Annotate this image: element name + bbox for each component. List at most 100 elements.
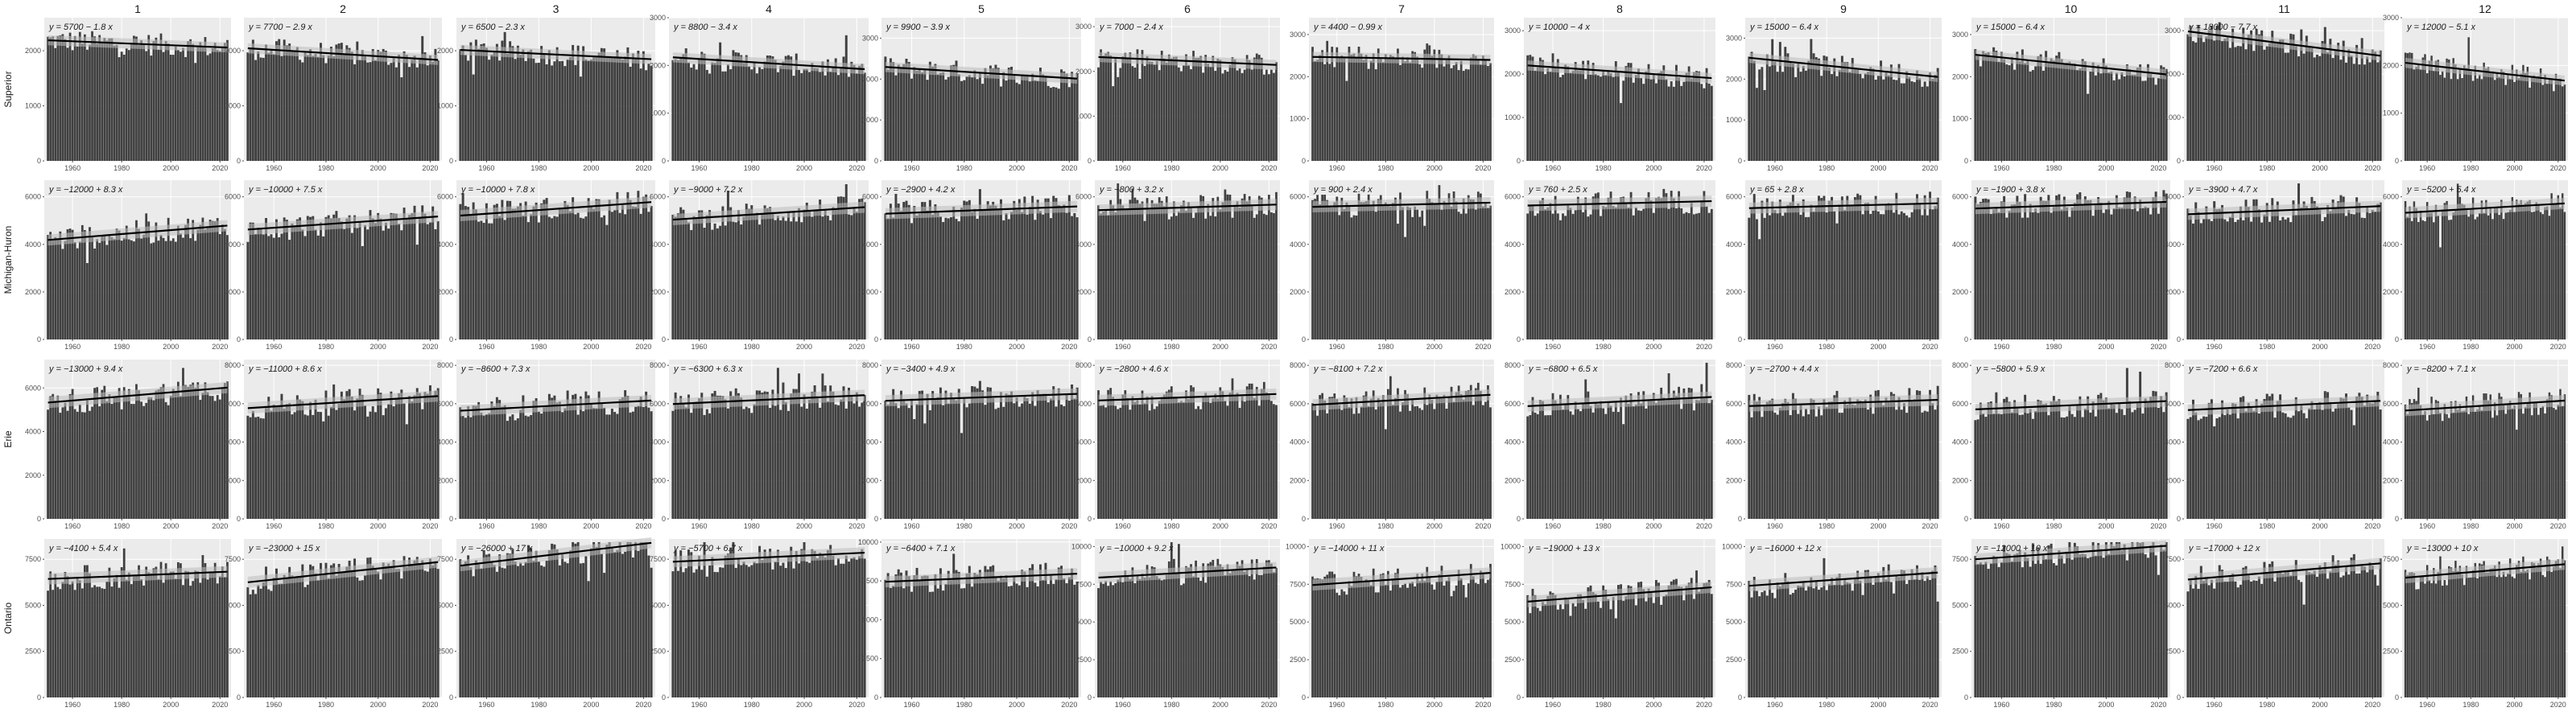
bar <box>2289 418 2293 519</box>
bar <box>1642 391 1645 519</box>
x-tick-label: 2000 <box>370 343 386 351</box>
bar <box>2331 200 2334 339</box>
bar <box>740 397 743 519</box>
bar <box>1046 85 1050 161</box>
bar <box>2430 56 2433 161</box>
bar <box>1531 397 1534 519</box>
bar <box>2480 79 2483 161</box>
bar <box>618 541 621 697</box>
bar <box>2476 409 2479 519</box>
bar <box>2123 414 2126 519</box>
bar <box>1771 201 1774 339</box>
bar <box>1607 599 1610 697</box>
bar <box>2210 399 2213 519</box>
bar <box>1331 47 1334 161</box>
x-tick-label: 1960 <box>2419 701 2435 709</box>
bar <box>2191 399 2194 519</box>
bar <box>1654 198 1657 339</box>
bar <box>1843 400 1847 519</box>
bar <box>1979 402 1982 519</box>
bar <box>223 228 226 339</box>
bar <box>316 56 320 161</box>
bar <box>2118 541 2121 697</box>
bar <box>1685 72 1688 161</box>
bar <box>350 570 353 697</box>
bar <box>1402 402 1404 519</box>
y-tick-label: 0 <box>37 157 41 165</box>
bar <box>2255 399 2258 519</box>
bar <box>1316 578 1319 697</box>
bar <box>2218 22 2221 162</box>
bar <box>910 223 914 339</box>
bar <box>278 237 281 339</box>
bar <box>1594 74 1597 161</box>
y-tick-label: 4000 <box>1290 241 1306 249</box>
bar <box>122 237 126 339</box>
bar <box>2094 204 2097 339</box>
bar <box>394 398 398 519</box>
bar <box>1316 415 1319 519</box>
bar <box>2526 67 2529 161</box>
bar <box>384 408 387 519</box>
x-tick-label: 1980 <box>318 343 334 351</box>
bar <box>2434 60 2438 161</box>
bar <box>312 56 315 161</box>
bar <box>1974 49 1977 161</box>
bar <box>766 56 769 161</box>
bar <box>761 68 764 161</box>
bar <box>516 418 519 519</box>
bar <box>1343 208 1346 339</box>
bar <box>674 550 677 697</box>
bar <box>899 572 902 697</box>
bar <box>1542 60 1544 161</box>
bar <box>1021 570 1024 697</box>
bar <box>566 204 569 339</box>
bar <box>826 401 829 519</box>
bar <box>64 402 67 519</box>
bar <box>1124 570 1127 697</box>
bar <box>1761 592 1764 697</box>
bar <box>1649 593 1653 697</box>
bar <box>1859 401 1862 519</box>
bar <box>1786 204 1790 339</box>
bar <box>1038 211 1042 339</box>
bar <box>522 566 525 697</box>
bar <box>2300 207 2303 339</box>
bar <box>1146 198 1149 339</box>
x-tick-label: 2000 <box>796 701 812 709</box>
bar <box>692 401 696 519</box>
bar <box>1647 401 1650 519</box>
bar <box>1143 577 1146 697</box>
bar <box>2517 561 2520 697</box>
bar <box>858 199 861 339</box>
bar <box>1818 58 1820 161</box>
bar <box>1617 70 1620 161</box>
bar <box>1102 212 1104 339</box>
y-tick-label: 1000 <box>1505 113 1521 121</box>
bar <box>918 391 921 519</box>
bar <box>382 230 385 339</box>
trend-line <box>1748 398 1938 407</box>
bar <box>1936 601 1939 697</box>
bar <box>1880 401 1883 519</box>
bar <box>61 249 64 339</box>
bar <box>1776 582 1779 697</box>
bar <box>1350 54 1353 161</box>
bar <box>1698 591 1701 697</box>
bar <box>1428 578 1431 697</box>
x-tick-label: 2020 <box>848 343 865 351</box>
bar <box>1529 613 1532 697</box>
bar <box>1377 592 1380 697</box>
y-tick-label: 6000 <box>1505 193 1521 201</box>
bar <box>71 229 74 339</box>
bar <box>2218 208 2221 339</box>
bar <box>2409 572 2411 697</box>
bar <box>897 408 900 519</box>
bar <box>848 76 851 161</box>
bar <box>1421 210 1424 339</box>
trend-line <box>1527 586 1712 603</box>
bar <box>1531 56 1534 161</box>
bar <box>1146 56 1149 161</box>
bar <box>1226 564 1229 697</box>
bar <box>2352 553 2355 697</box>
